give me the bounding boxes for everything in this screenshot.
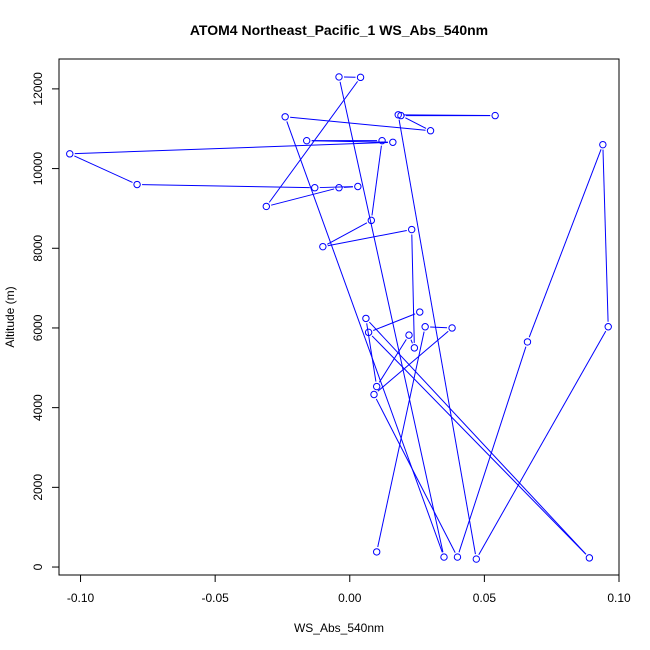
data-point [389, 138, 397, 146]
series-segment [74, 141, 388, 155]
x-tick-label: 0.00 [338, 591, 362, 605]
series-layer [66, 73, 612, 563]
y-tick-label: 12000 [31, 72, 45, 106]
data-point [405, 331, 413, 339]
series-segment [286, 121, 443, 553]
data-point [604, 323, 612, 331]
data-point [370, 390, 378, 399]
series-segment [405, 117, 427, 129]
data-point [472, 555, 481, 563]
data-point [491, 111, 499, 120]
data-point [302, 136, 311, 145]
series-segment [368, 321, 587, 555]
data-point [421, 323, 429, 331]
data-point [440, 553, 448, 561]
series-segment [373, 313, 416, 331]
series-segment [74, 155, 133, 183]
series-segment [377, 330, 449, 392]
data-point [378, 136, 386, 145]
y-tick-label: 2000 [31, 474, 45, 501]
y-axis-label: Altitude (m) [3, 286, 17, 347]
data-point [262, 202, 271, 211]
y-tick-label: 0 [31, 563, 45, 570]
data-point [311, 184, 319, 192]
data-point [453, 553, 462, 561]
x-axis-label: WS_Abs_540nm [294, 621, 384, 635]
series-segment [478, 330, 607, 555]
series-segment [371, 335, 587, 555]
series-segment [528, 149, 602, 338]
series-segment [371, 145, 382, 216]
data-point [335, 184, 343, 192]
series-segment [339, 81, 444, 553]
y-tick-label: 10000 [31, 152, 45, 186]
series-segment [290, 116, 426, 131]
series-segment [411, 234, 415, 343]
x-tick-label: 0.10 [607, 591, 631, 605]
series-segment [377, 331, 425, 548]
x-tick-label: -0.10 [67, 591, 95, 605]
data-point [66, 150, 74, 158]
series-segment [430, 326, 448, 329]
data-point [407, 225, 416, 234]
x-tick-label: 0.05 [473, 591, 497, 605]
series-segment [327, 229, 407, 247]
data-point [364, 328, 373, 337]
data-point [362, 314, 370, 323]
data-point [356, 73, 365, 82]
data-point [397, 111, 405, 120]
series-segment [602, 149, 609, 322]
chart-title: ATOM4 Northeast_Pacific_1 WS_Abs_540nm [190, 22, 488, 38]
data-point [319, 242, 327, 251]
data-point [372, 548, 381, 556]
x-axis: -0.10 -0.05 0.00 0.05 0.10 [67, 574, 631, 605]
data-point [410, 344, 419, 352]
data-point [335, 73, 343, 81]
data-point [448, 324, 456, 332]
series-segment [366, 323, 377, 382]
series-segment [142, 184, 310, 189]
data-point [281, 113, 289, 121]
data-point [372, 382, 381, 391]
series-segment [375, 398, 456, 553]
data-point [599, 140, 607, 149]
data-point [367, 216, 376, 225]
plot-frame [58, 58, 620, 576]
series-segment [410, 339, 413, 344]
data-point [354, 182, 362, 191]
series-segment [458, 346, 527, 553]
y-tick-label: 6000 [31, 314, 45, 341]
data-point [416, 308, 424, 316]
data-point [585, 554, 594, 562]
series-segment [327, 222, 368, 245]
x-tick-label: -0.05 [201, 591, 229, 605]
data-point [426, 127, 435, 135]
series-segment [268, 81, 358, 203]
series-segment [378, 339, 407, 383]
y-tick-label: 8000 [31, 235, 45, 262]
series-segment [398, 119, 476, 555]
data-point [133, 180, 141, 189]
y-axis: 0 2000 4000 6000 8000 10000 12000 [31, 72, 60, 570]
data-point [523, 338, 532, 346]
y-tick-label: 4000 [31, 394, 45, 421]
series-segment [271, 188, 335, 206]
